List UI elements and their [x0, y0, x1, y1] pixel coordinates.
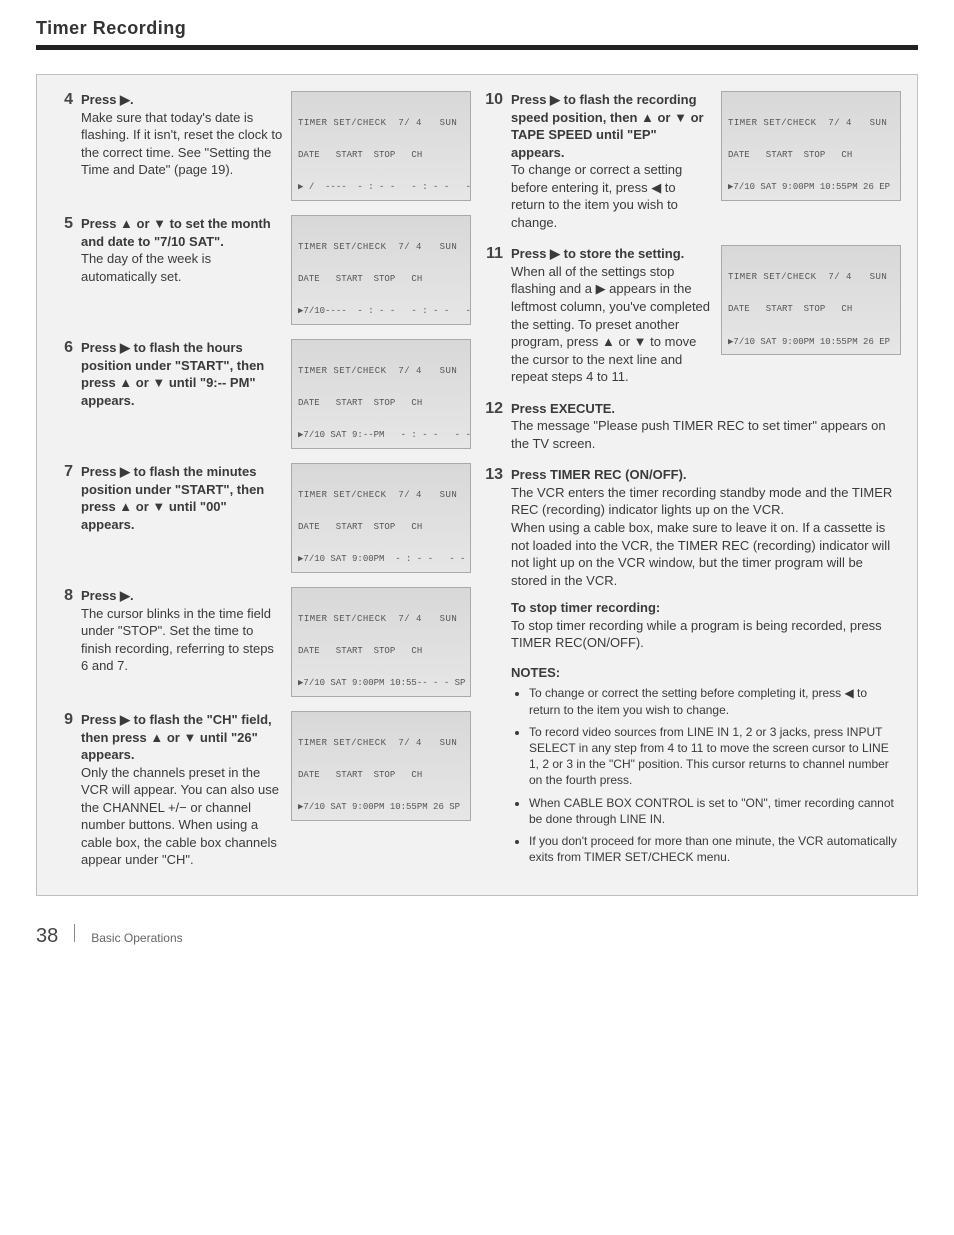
step-number: 12 [483, 400, 503, 453]
page-number: 38 [36, 925, 58, 948]
step-heading: Press ▶. [81, 588, 134, 603]
osd-screen: TIMER SET/CHECK 7/ 4 SUN DATE START STOP… [291, 215, 471, 325]
step-13: 13 Press TIMER REC (ON/OFF). The VCR ent… [483, 466, 901, 871]
osd-screen: TIMER SET/CHECK 7/ 4 SUN DATE START STOP… [721, 245, 901, 355]
section-title: Timer Recording [36, 18, 918, 39]
step-12: 12 Press EXECUTE. The message "Please pu… [483, 400, 901, 453]
footer-separator [74, 924, 75, 942]
step-number: 10 [483, 91, 503, 231]
footer-label: Basic Operations [91, 931, 182, 945]
step-text: The VCR enters the timer recording stand… [511, 485, 892, 588]
step-heading: Press ▶ to store the setting. [511, 246, 684, 261]
osd-screen: TIMER SET/CHECK 7/ 4 SUN DATE START STOP… [291, 711, 471, 821]
sub-text: To stop timer recording while a program … [511, 618, 882, 651]
page: Timer Recording 4 Press ▶. Make sure tha… [0, 0, 954, 972]
step-number: 8 [53, 587, 73, 697]
step-text: The cursor blinks in the time field unde… [81, 606, 274, 674]
step-text: When all of the settings stop flashing a… [511, 264, 710, 384]
note-item: To record video sources from LINE IN 1, … [529, 724, 901, 789]
step-6: 6 Press ▶ to flash the hours position un… [53, 339, 471, 449]
step-text: The message "Please push TIMER REC to se… [511, 418, 886, 451]
step-heading: Press ▶. [81, 92, 134, 107]
notes-list: To change or correct the setting before … [511, 685, 901, 865]
osd-screen: TIMER SET/CHECK 7/ 4 SUN DATE START STOP… [291, 339, 471, 449]
step-11: 11 Press ▶ to store the setting. When al… [483, 245, 901, 385]
step-8: 8 Press ▶. The cursor blinks in the time… [53, 587, 471, 697]
left-column: 4 Press ▶. Make sure that today's date i… [53, 91, 471, 871]
page-footer: 38 Basic Operations [36, 924, 918, 948]
step-heading: Press EXECUTE. [511, 401, 615, 416]
step-7: 7 Press ▶ to flash the minutes position … [53, 463, 471, 573]
step-number: 9 [53, 711, 73, 869]
step-heading: Press TIMER REC (ON/OFF). [511, 467, 687, 482]
step-number: 13 [483, 466, 503, 871]
step-number: 6 [53, 339, 73, 449]
content-box: 4 Press ▶. Make sure that today's date i… [36, 74, 918, 896]
step-text: To change or correct a setting before en… [511, 162, 682, 230]
step-number: 5 [53, 215, 73, 325]
note-item: To change or correct the setting before … [529, 685, 901, 717]
step-heading: Press ▶ to flash the recording speed pos… [511, 92, 704, 160]
note-item: If you don't proceed for more than one m… [529, 833, 901, 865]
step-5: 5 Press ▲ or ▼ to set the month and date… [53, 215, 471, 325]
step-text: Make sure that today's date is flashing.… [81, 110, 282, 178]
step-heading: Press ▶ to flash the "CH" field, then pr… [81, 712, 272, 762]
step-number: 11 [483, 245, 503, 385]
step-9: 9 Press ▶ to flash the "CH" field, then … [53, 711, 471, 869]
sub-heading: To stop timer recording: [511, 599, 901, 617]
osd-screen: TIMER SET/CHECK 7/ 4 SUN DATE START STOP… [291, 463, 471, 573]
step-number: 7 [53, 463, 73, 573]
note-item: When CABLE BOX CONTROL is set to "ON", t… [529, 795, 901, 827]
step-heading: Press ▶ to flash the minutes position un… [81, 464, 264, 532]
step-heading: Press ▶ to flash the hours position unde… [81, 340, 264, 408]
osd-screen: TIMER SET/CHECK 7/ 4 SUN DATE START STOP… [721, 91, 901, 201]
right-column: 10 Press ▶ to flash the recording speed … [483, 91, 901, 871]
title-rule [36, 45, 918, 50]
osd-screen: TIMER SET/CHECK 7/ 4 SUN DATE START STOP… [291, 587, 471, 697]
step-text: The day of the week is automatically set… [81, 251, 211, 284]
step-10: 10 Press ▶ to flash the recording speed … [483, 91, 901, 231]
step-4: 4 Press ▶. Make sure that today's date i… [53, 91, 471, 201]
step-heading: Press ▲ or ▼ to set the month and date t… [81, 216, 271, 249]
osd-screen: TIMER SET/CHECK 7/ 4 SUN DATE START STOP… [291, 91, 471, 201]
step-number: 4 [53, 91, 73, 201]
notes-heading: NOTES: [511, 664, 901, 682]
step-text: Only the channels preset in the VCR will… [81, 765, 279, 868]
